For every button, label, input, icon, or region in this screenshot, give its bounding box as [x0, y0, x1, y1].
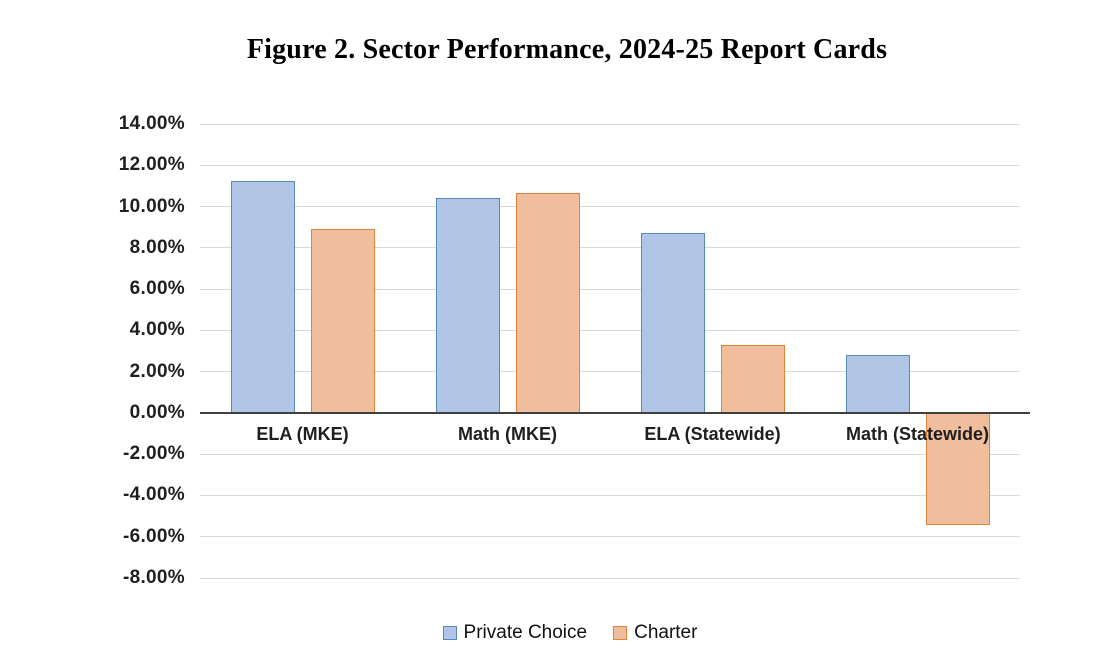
x-axis-category-label: ELA (MKE) [256, 423, 349, 444]
legend-item-private-choice: Private Choice [442, 622, 588, 644]
y-axis-tick-label: 10.00% [118, 195, 185, 217]
bar-private-choice-3 [640, 233, 705, 413]
y-axis-tick-label: -2.00% [122, 443, 185, 465]
gridline [200, 123, 1020, 125]
bar-private-choice-2 [435, 198, 500, 413]
y-axis-tick-label: 14.00% [118, 113, 185, 134]
bar-charter-4 [925, 412, 990, 526]
y-axis-tick-label: -6.00% [122, 525, 185, 547]
x-axis-category-label: Math (Statewide) [845, 423, 989, 444]
bar-private-choice-4 [845, 355, 910, 413]
gridline [200, 329, 1020, 331]
y-axis-tick-label: 4.00% [129, 319, 185, 341]
chart-title: Figure 2. Sector Performance, 2024-25 Re… [246, 34, 888, 65]
y-axis-tick-label: -8.00% [122, 567, 185, 588]
gridline [200, 536, 1020, 538]
bar-charter-2 [515, 193, 580, 413]
y-axis-tick-label: 6.00% [129, 278, 185, 300]
chart-legend: Private Choice Charter [36, 622, 1104, 644]
legend-swatch-charter [613, 626, 628, 640]
y-axis-tick-label: 2.00% [129, 360, 185, 382]
y-axis-tick-label: -4.00% [122, 484, 185, 506]
legend-label: Charter [634, 622, 698, 643]
y-axis-tick-label: 12.00% [118, 154, 185, 176]
gridline [200, 164, 1020, 166]
legend-item-charter: Charter [613, 622, 697, 644]
gridline [200, 288, 1020, 290]
gridline [200, 494, 1020, 496]
y-axis-tick-label: 0.00% [129, 401, 185, 423]
x-axis-line [200, 411, 1030, 414]
gridline [200, 371, 1020, 373]
gridline [200, 453, 1020, 455]
gridline [200, 247, 1020, 249]
legend-swatch-private-choice [442, 626, 457, 640]
bar-charter-1 [310, 229, 375, 413]
gridline [200, 577, 1020, 579]
legend-label: Private Choice [463, 622, 588, 643]
bar-charter-3 [720, 344, 785, 413]
y-axis-tick-label: 8.00% [129, 236, 185, 258]
gridline [200, 206, 1020, 208]
x-axis-category-label: ELA (Statewide) [644, 423, 781, 444]
bar-private-choice-1 [230, 180, 295, 413]
x-axis-category-label: Math (MKE) [458, 423, 557, 444]
